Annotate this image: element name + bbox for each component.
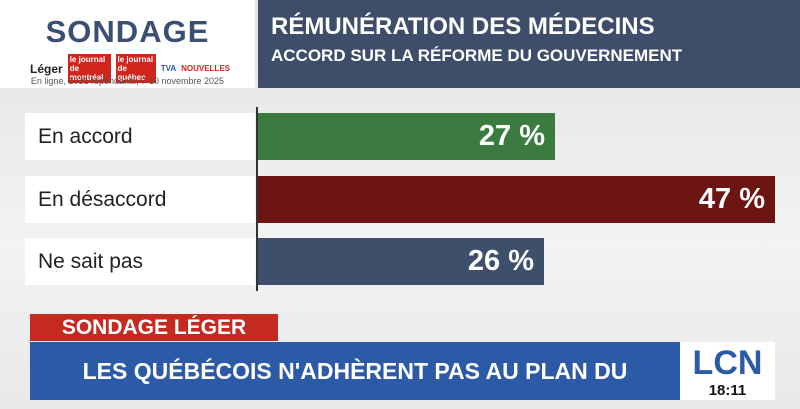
chart-title: RÉMUNÉRATION DES MÉDECINS xyxy=(271,13,655,40)
category-label: Ne sait pas xyxy=(38,250,143,273)
logo: TVA xyxy=(160,64,177,73)
headline: LES QUÉBÉCOIS N'ADHÈRENT PAS AU PLAN DU … xyxy=(30,342,680,400)
note: En ligne, 1031 répondants, 7-10 novembre… xyxy=(30,76,225,86)
chart-subtitle: ACCORD SUR LA RÉFORME DU GOUVERNEMENT xyxy=(271,46,683,65)
logo: le journal de montréal xyxy=(67,54,111,83)
logo: le journal de québec xyxy=(115,54,156,83)
chart: En accord 27 % En désaccord 47 % Ne sait pas… xyxy=(25,107,775,291)
value-label: 26 % xyxy=(468,245,534,277)
value-label: 27 % xyxy=(479,120,545,152)
logo: Léger xyxy=(30,61,63,76)
clock: 18:11 xyxy=(708,382,747,399)
bar xyxy=(258,176,775,223)
category-label: En désaccord xyxy=(38,188,166,211)
category-box xyxy=(25,113,255,160)
category-box xyxy=(25,176,255,223)
logos: Léger le journal de montréal le journal … xyxy=(30,54,230,83)
title-box xyxy=(258,0,800,88)
bar xyxy=(258,113,555,160)
category-box xyxy=(25,238,255,285)
value-label: 47 % xyxy=(699,183,765,215)
brand: SONDAGE xyxy=(45,14,210,49)
logo: NOUVELLES xyxy=(181,64,230,73)
category-label: En accord xyxy=(38,125,133,148)
bar xyxy=(258,238,544,285)
banner-tag: SONDAGE LÉGER xyxy=(30,314,278,341)
channel: LCN xyxy=(692,344,763,382)
channel-box: LCN 18:11 xyxy=(680,342,775,400)
